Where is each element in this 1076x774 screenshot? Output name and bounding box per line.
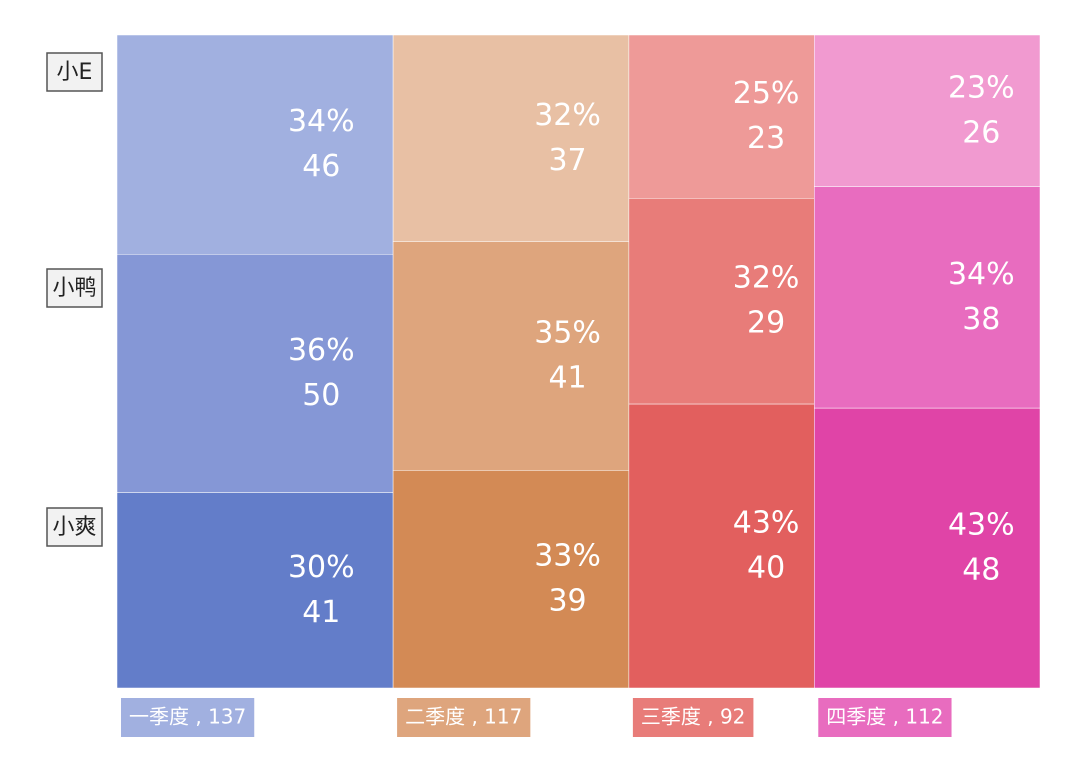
legend-box: [46, 507, 103, 547]
share-label: 33%: [534, 539, 601, 574]
cell: [116, 492, 394, 689]
legend-label: 小爽: [52, 515, 96, 540]
value-label: 26: [962, 115, 1000, 150]
value-label: 50: [302, 378, 340, 413]
cell: [392, 34, 630, 242]
value-label: 38: [962, 302, 1000, 337]
category-label: 四季度 , 112: [826, 705, 943, 729]
share-label: 23%: [948, 70, 1015, 105]
share-label: 34%: [288, 104, 355, 139]
value-label: 37: [548, 143, 586, 178]
cell: [116, 34, 394, 255]
share-label: 30%: [288, 550, 355, 585]
share-label: 32%: [534, 98, 601, 133]
value-label: 40: [747, 551, 785, 586]
share-label: 34%: [948, 257, 1015, 292]
cell: [628, 34, 815, 199]
share-label: 36%: [288, 333, 355, 368]
cell: [392, 241, 630, 471]
cell: [116, 254, 394, 493]
legend-label: 小E: [57, 60, 93, 85]
category-label: 三季度 , 92: [641, 705, 746, 729]
value-label: 41: [302, 595, 340, 630]
value-label: 23: [747, 121, 785, 156]
cell: [814, 34, 1041, 187]
category-box: [397, 698, 531, 737]
value-label: 29: [747, 306, 785, 341]
share-label: 43%: [733, 506, 800, 541]
share-label: 35%: [534, 315, 601, 350]
cell: [814, 186, 1041, 409]
value-label: 48: [962, 553, 1000, 588]
category-box: [818, 698, 952, 737]
category-box: [121, 698, 255, 737]
category-box: [632, 698, 754, 737]
value-label: 41: [548, 360, 586, 395]
legend-label: 小鸭: [52, 276, 96, 301]
share-label: 25%: [733, 76, 800, 111]
value-label: 46: [302, 149, 340, 184]
legend-box: [46, 268, 103, 308]
legend-box: [46, 52, 103, 92]
value-label: 39: [548, 584, 586, 619]
category-label: 二季度 , 117: [405, 705, 522, 729]
share-label: 32%: [733, 261, 800, 296]
cell: [628, 403, 815, 689]
category-label: 一季度 , 137: [129, 705, 246, 729]
cell: [392, 470, 630, 689]
share-label: 43%: [948, 508, 1015, 543]
cell: [628, 198, 815, 405]
cell: [814, 407, 1041, 689]
